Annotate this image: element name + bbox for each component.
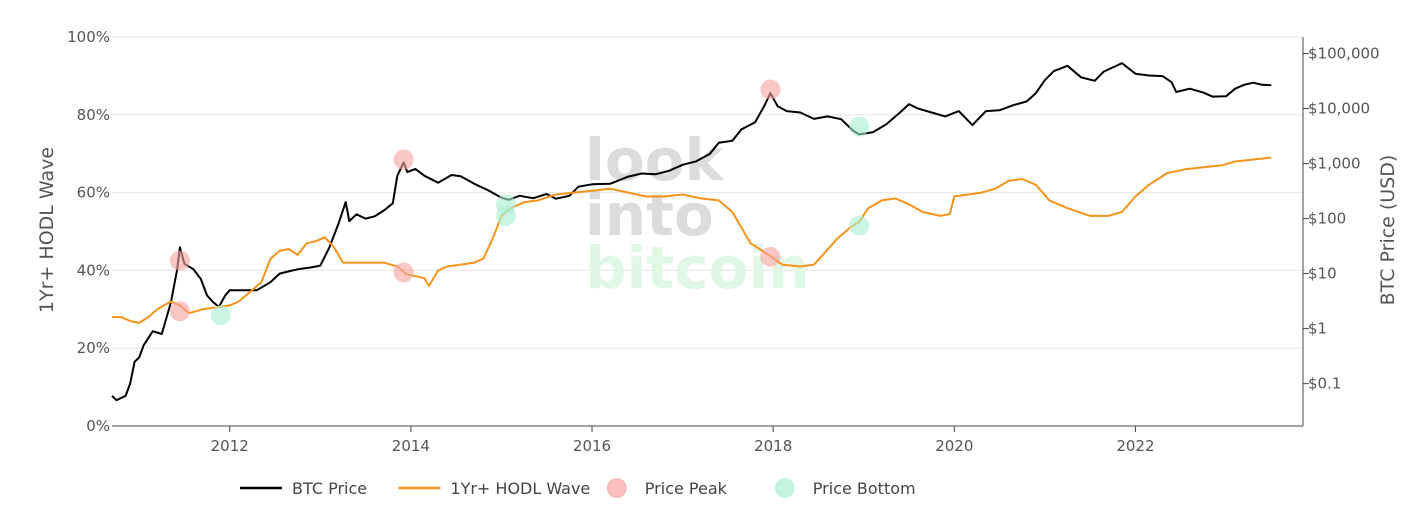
price-peak-marker bbox=[760, 79, 781, 100]
x-tick-label: 2016 bbox=[573, 437, 611, 455]
y-left-tick-label: 20% bbox=[77, 339, 110, 357]
watermark-line-3: bitcoin bbox=[585, 234, 810, 302]
y-right-tick-label: $10 bbox=[1308, 265, 1337, 283]
y-left-tick-label: 100% bbox=[67, 28, 110, 46]
series-line-1 bbox=[112, 156, 1272, 324]
y-left-tick-label: 0% bbox=[86, 417, 110, 435]
legend: BTC Price 1Yr+ HODL Wave Price Peak Price B… bbox=[240, 478, 916, 498]
y-left-tick-label: 60% bbox=[77, 184, 110, 202]
legend-swatch-3 bbox=[774, 478, 795, 498]
watermark-line-2: into bbox=[585, 181, 714, 249]
x-tick-label: 2012 bbox=[211, 437, 249, 455]
legend-swatch-2 bbox=[606, 478, 627, 498]
watermark-line-1: look bbox=[585, 126, 725, 194]
y-right-tick-label: $100 bbox=[1308, 210, 1346, 228]
watermark: look into bitcoin bbox=[585, 126, 810, 302]
legend-label-2: Price Peak bbox=[645, 479, 728, 498]
price-bottom-marker bbox=[849, 215, 870, 236]
y-left-tick-label: 40% bbox=[77, 261, 110, 279]
y-left-tick-label: 80% bbox=[77, 106, 110, 124]
x-tick-label: 2014 bbox=[392, 437, 430, 455]
y-axis-left-title: 1Yr+ HODL Wave bbox=[36, 147, 58, 313]
x-tick-label: 2020 bbox=[935, 437, 973, 455]
legend-label-0: BTC Price bbox=[292, 479, 367, 498]
price-bottom-marker bbox=[210, 305, 231, 326]
series-line-0 bbox=[111, 62, 1272, 402]
x-tick-label: 2022 bbox=[1116, 437, 1154, 455]
y-right-tick-label: $1,000 bbox=[1308, 155, 1361, 173]
price-peak-marker bbox=[169, 301, 190, 322]
y-axis-right-title: BTC Price (USD) bbox=[1377, 155, 1399, 306]
axes: 0% 20% 40% 60% 80% 100% $0.1 $1 $10 $100 $1,000 $10… bbox=[67, 28, 1379, 455]
price-peak-marker bbox=[169, 250, 190, 271]
price-bottom-marker bbox=[495, 205, 516, 226]
y-right-tick-label: $1 bbox=[1308, 320, 1327, 338]
price-peak-marker bbox=[393, 262, 414, 283]
x-tick-label: 2018 bbox=[754, 437, 792, 455]
price-peak-marker bbox=[760, 246, 781, 267]
series-lines bbox=[111, 62, 1272, 402]
y-right-tick-label: $100,000 bbox=[1308, 45, 1380, 63]
price-bottom-marker bbox=[849, 116, 870, 137]
series-markers bbox=[169, 79, 870, 326]
price-peak-marker bbox=[393, 149, 414, 170]
legend-label-3: Price Bottom bbox=[813, 479, 916, 498]
gridlines bbox=[112, 36, 1303, 349]
legend-label-1: 1Yr+ HODL Wave bbox=[450, 479, 590, 498]
y-right-tick-label: $10,000 bbox=[1308, 100, 1370, 118]
y-right-tick-label: $0.1 bbox=[1308, 375, 1341, 393]
